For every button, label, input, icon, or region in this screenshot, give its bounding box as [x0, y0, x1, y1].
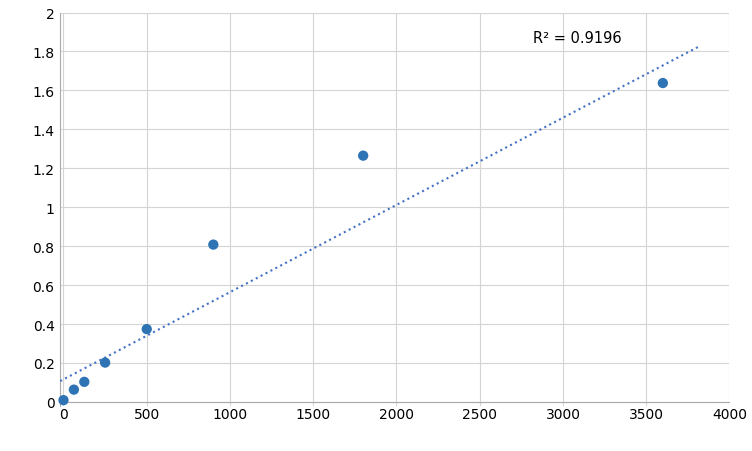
- Text: R² = 0.9196: R² = 0.9196: [533, 31, 622, 46]
- Point: [78, 378, 90, 386]
- Point: [57, 397, 69, 404]
- Point: [357, 153, 369, 160]
- Point: [656, 80, 669, 87]
- Point: [68, 386, 80, 393]
- Point: [99, 359, 111, 366]
- Point: [208, 241, 220, 249]
- Point: [141, 326, 153, 333]
